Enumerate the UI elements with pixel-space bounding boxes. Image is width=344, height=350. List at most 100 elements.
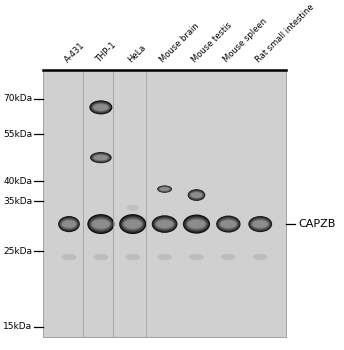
Text: Mouse brain: Mouse brain bbox=[158, 21, 201, 64]
Ellipse shape bbox=[189, 254, 204, 260]
Ellipse shape bbox=[155, 219, 174, 229]
Ellipse shape bbox=[59, 217, 79, 231]
Ellipse shape bbox=[184, 215, 209, 233]
Ellipse shape bbox=[187, 219, 206, 229]
Ellipse shape bbox=[221, 220, 236, 228]
Ellipse shape bbox=[160, 188, 170, 191]
Ellipse shape bbox=[121, 216, 145, 232]
Ellipse shape bbox=[61, 220, 77, 229]
Ellipse shape bbox=[91, 102, 111, 113]
Ellipse shape bbox=[125, 254, 140, 260]
Ellipse shape bbox=[252, 220, 268, 228]
Text: Mouse spleen: Mouse spleen bbox=[222, 17, 269, 64]
Ellipse shape bbox=[92, 219, 110, 229]
Ellipse shape bbox=[217, 217, 239, 231]
Ellipse shape bbox=[158, 186, 171, 192]
Ellipse shape bbox=[250, 218, 270, 230]
Ellipse shape bbox=[93, 104, 108, 111]
Text: CAPZB: CAPZB bbox=[299, 219, 336, 229]
Ellipse shape bbox=[60, 218, 78, 230]
Ellipse shape bbox=[62, 220, 76, 228]
Ellipse shape bbox=[157, 254, 172, 260]
Ellipse shape bbox=[248, 216, 272, 232]
Ellipse shape bbox=[91, 219, 110, 230]
Ellipse shape bbox=[152, 215, 178, 233]
Ellipse shape bbox=[251, 219, 269, 229]
Ellipse shape bbox=[91, 153, 110, 162]
Ellipse shape bbox=[120, 215, 146, 233]
Ellipse shape bbox=[119, 214, 146, 234]
Ellipse shape bbox=[123, 219, 142, 230]
Ellipse shape bbox=[89, 100, 112, 114]
Ellipse shape bbox=[58, 216, 80, 232]
Text: HeLa: HeLa bbox=[126, 43, 148, 64]
Ellipse shape bbox=[87, 214, 115, 234]
Ellipse shape bbox=[158, 186, 172, 193]
Ellipse shape bbox=[188, 190, 205, 201]
Ellipse shape bbox=[152, 216, 177, 232]
Ellipse shape bbox=[191, 193, 202, 198]
Ellipse shape bbox=[220, 219, 237, 229]
Ellipse shape bbox=[217, 216, 240, 232]
Ellipse shape bbox=[92, 154, 110, 162]
Ellipse shape bbox=[121, 217, 144, 231]
Ellipse shape bbox=[90, 217, 112, 231]
Ellipse shape bbox=[88, 215, 114, 233]
Ellipse shape bbox=[93, 154, 109, 161]
Ellipse shape bbox=[157, 186, 172, 193]
Ellipse shape bbox=[92, 103, 110, 112]
Text: 70kDa: 70kDa bbox=[3, 94, 32, 103]
Ellipse shape bbox=[221, 254, 236, 260]
Ellipse shape bbox=[127, 205, 139, 211]
Text: 55kDa: 55kDa bbox=[3, 130, 32, 139]
Ellipse shape bbox=[189, 191, 204, 199]
Ellipse shape bbox=[155, 218, 174, 230]
Ellipse shape bbox=[159, 187, 170, 191]
Ellipse shape bbox=[60, 217, 78, 231]
Ellipse shape bbox=[94, 254, 108, 260]
Ellipse shape bbox=[188, 189, 205, 201]
Text: THP-1: THP-1 bbox=[95, 40, 118, 64]
Text: 40kDa: 40kDa bbox=[3, 177, 32, 186]
Ellipse shape bbox=[186, 218, 207, 230]
Ellipse shape bbox=[90, 101, 112, 114]
Ellipse shape bbox=[189, 190, 204, 200]
Text: 25kDa: 25kDa bbox=[3, 246, 32, 256]
Text: 35kDa: 35kDa bbox=[3, 197, 32, 206]
Ellipse shape bbox=[156, 220, 173, 228]
Text: 15kDa: 15kDa bbox=[3, 322, 32, 331]
Ellipse shape bbox=[250, 217, 271, 231]
Ellipse shape bbox=[190, 192, 203, 198]
Ellipse shape bbox=[185, 217, 208, 231]
Ellipse shape bbox=[93, 104, 109, 111]
Text: Rat small intestine: Rat small intestine bbox=[254, 2, 316, 64]
Ellipse shape bbox=[94, 155, 108, 160]
Ellipse shape bbox=[159, 187, 171, 192]
Ellipse shape bbox=[122, 218, 143, 230]
Ellipse shape bbox=[159, 187, 170, 191]
Ellipse shape bbox=[92, 102, 110, 112]
Ellipse shape bbox=[90, 218, 111, 230]
Ellipse shape bbox=[190, 191, 203, 199]
Ellipse shape bbox=[188, 220, 205, 228]
Ellipse shape bbox=[218, 218, 238, 230]
Ellipse shape bbox=[216, 216, 240, 233]
Ellipse shape bbox=[154, 218, 175, 230]
Ellipse shape bbox=[219, 219, 238, 230]
Ellipse shape bbox=[61, 219, 77, 229]
Bar bbox=[43, 70, 286, 337]
Ellipse shape bbox=[184, 216, 208, 232]
Ellipse shape bbox=[253, 254, 268, 260]
Ellipse shape bbox=[153, 217, 176, 231]
Text: Mouse testis: Mouse testis bbox=[190, 20, 234, 64]
Ellipse shape bbox=[93, 155, 109, 161]
Text: A-431: A-431 bbox=[63, 40, 86, 64]
Ellipse shape bbox=[124, 219, 141, 229]
Ellipse shape bbox=[90, 152, 112, 163]
Ellipse shape bbox=[62, 254, 76, 260]
Ellipse shape bbox=[91, 153, 111, 163]
Ellipse shape bbox=[183, 215, 210, 233]
Ellipse shape bbox=[249, 217, 271, 231]
Ellipse shape bbox=[252, 220, 269, 229]
Ellipse shape bbox=[89, 216, 113, 232]
